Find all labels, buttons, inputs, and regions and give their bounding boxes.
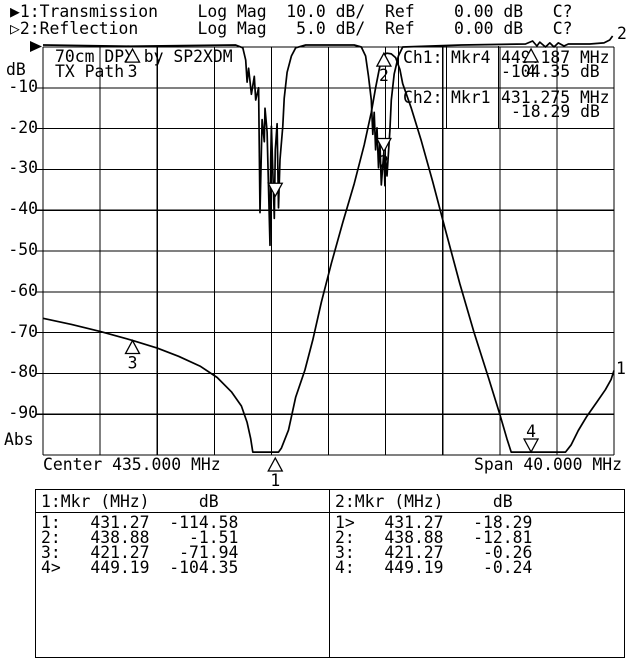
info-ch1-marker: Mkr4 bbox=[451, 48, 491, 67]
info-ch1-value: -104.35 dB bbox=[501, 62, 600, 81]
graticule-grid bbox=[36, 46, 615, 456]
y-axis-tick-label: -50 bbox=[8, 240, 38, 259]
info-box-divider-2 bbox=[498, 46, 499, 129]
info-ch2-freq: 431.275 MHz bbox=[501, 88, 610, 107]
graph-title-line2: TX Path bbox=[55, 62, 125, 81]
marker-table-ch2: 2:Mkr (MHz) dB 1> 431.27 -18.29 2: 438.8… bbox=[329, 489, 625, 658]
marker-table-ch2-row: 4: 449.19 -0.24 bbox=[335, 558, 533, 577]
marker-table-ch2-header-rule bbox=[330, 512, 624, 513]
info-ch2-value: -18.29 dB bbox=[511, 102, 600, 121]
marker-table-ch1-row: 4> 449.19 -104.35 bbox=[41, 558, 239, 577]
marker-table-ch1-row: 2: 438.88 -1.51 bbox=[41, 528, 239, 547]
marker-table-ch1-header-rule bbox=[36, 512, 329, 513]
y-axis-tick-label: -70 bbox=[8, 321, 38, 341]
trace2-label: 2 bbox=[617, 24, 627, 43]
y-axis-tick-label: -80 bbox=[8, 362, 38, 382]
info-box-divider-1 bbox=[446, 46, 447, 129]
marker-table-ch1-header: 1:Mkr (MHz) dB bbox=[41, 492, 219, 511]
y-axis-tick-label: -20 bbox=[8, 117, 38, 137]
y-axis-bottom-label: Abs bbox=[4, 430, 34, 449]
reference-level-arrow-icon bbox=[30, 41, 42, 52]
info-ch2-label: Ch2: bbox=[403, 88, 443, 107]
trace-2-reflection bbox=[42, 35, 614, 247]
y-axis-unit-label: dB bbox=[6, 60, 26, 79]
channel2-annotation: ▷2:Reflection Log Mag 5.0 dB/ Ref 0.00 d… bbox=[10, 19, 573, 38]
marker-table-ch1: 1:Mkr (MHz) dB 1: 431.27 -114.58 2: 438.… bbox=[35, 489, 330, 658]
span-label: Span 40.000 MHz bbox=[474, 455, 623, 474]
info-box-left-border bbox=[398, 46, 399, 129]
y-axis-tick-label: -60 bbox=[8, 280, 38, 300]
channel1-annotation: ▶1:Transmission Log Mag 10.0 dB/ Ref 0.0… bbox=[10, 2, 573, 21]
marker-table-ch2-header: 2:Mkr (MHz) dB bbox=[335, 492, 513, 511]
marker-table-ch1-row: 3: 421.27 -71.94 bbox=[41, 543, 239, 562]
info-ch2-marker: Mkr1 bbox=[451, 88, 491, 107]
y-axis-tick-label: -90 bbox=[8, 403, 38, 423]
marker-table-ch2-row: 1> 431.27 -18.29 bbox=[335, 513, 533, 532]
marker-table-ch2-row: 3: 421.27 -0.26 bbox=[335, 543, 533, 562]
marker-table-ch1-row: 1: 431.27 -114.58 bbox=[41, 513, 239, 532]
info-ch1-label: Ch1: bbox=[403, 48, 443, 67]
y-axis-tick-label: -30 bbox=[8, 158, 38, 178]
y-axis-tick-label: -10 bbox=[8, 76, 38, 96]
y-axis-tick-label: -40 bbox=[8, 199, 38, 219]
trace-1-transmission bbox=[42, 52, 615, 453]
marker-table-ch2-row: 2: 438.88 -12.81 bbox=[335, 528, 533, 547]
trace1-label: 1 bbox=[616, 359, 626, 378]
center-frequency-label: Center 435.000 MHz bbox=[43, 455, 221, 474]
